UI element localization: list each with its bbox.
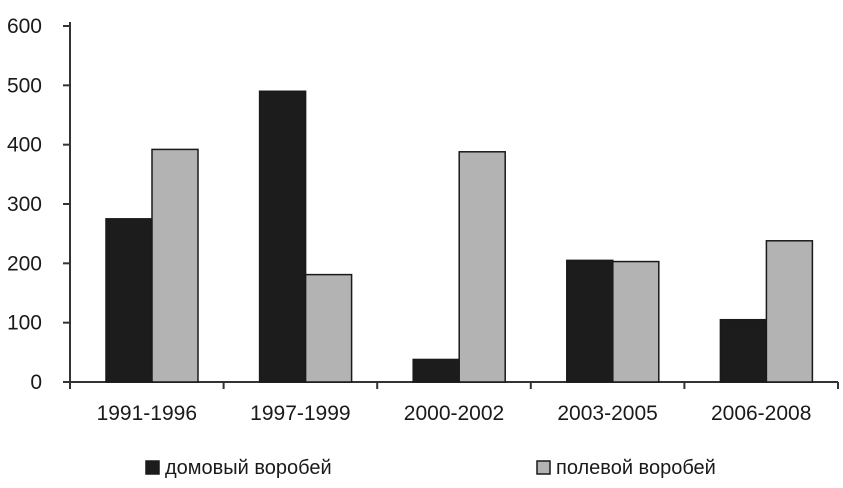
x-tick-label: 2000-2002 <box>404 402 504 425</box>
bar-series2 <box>458 151 506 383</box>
x-tick-label: 2006-2008 <box>711 402 811 425</box>
legend-label: полевой воробей <box>556 457 716 479</box>
x-tick-label: 1991-1996 <box>97 402 197 425</box>
y-tick-label: 500 <box>7 74 42 97</box>
y-tick-label: 600 <box>7 15 42 38</box>
x-tick-label: 2003-2005 <box>557 402 657 425</box>
bar-series1 <box>105 218 153 383</box>
y-tick-label: 200 <box>7 252 42 275</box>
legend-swatch <box>145 460 160 475</box>
bar-series2 <box>612 260 660 383</box>
x-axis: 1991-1996 1997-1999 2000-2002 2003-2005 2006… <box>69 381 839 425</box>
y-tick-label: 400 <box>7 134 42 157</box>
legend-label: домовый воробей <box>165 457 332 479</box>
bar-series1 <box>412 358 460 383</box>
y-axis: 0 100 200 300 400 500 600 <box>7 15 71 394</box>
y-tick-label: 100 <box>7 312 42 335</box>
bar-series1 <box>719 318 768 383</box>
y-tick-label: 0 <box>30 371 42 394</box>
y-tick-label: 300 <box>7 193 42 216</box>
bar-series1 <box>566 259 614 383</box>
bar-series2 <box>151 148 199 383</box>
legend-swatch <box>536 460 551 475</box>
bar-series1 <box>258 90 307 383</box>
legend: домовый воробей полевой воробей <box>145 457 716 479</box>
x-tick-label: 1997-1999 <box>250 402 350 425</box>
bars <box>105 90 814 383</box>
bar-series2 <box>304 273 353 383</box>
bar-series2 <box>765 240 814 383</box>
